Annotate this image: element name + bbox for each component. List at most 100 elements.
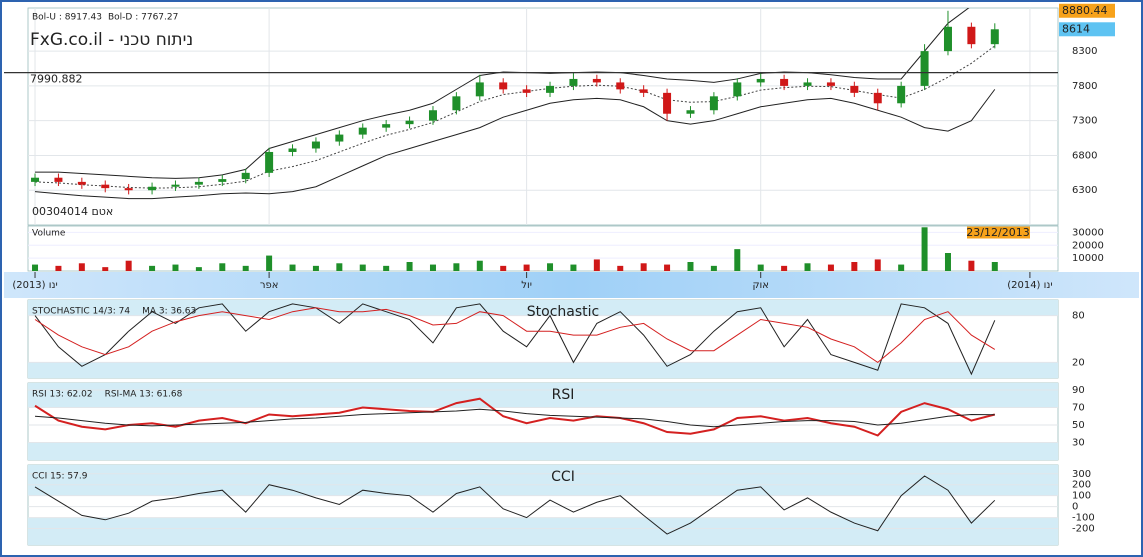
volume-bar — [991, 262, 998, 271]
candle-body — [452, 96, 461, 111]
price-badge — [1059, 22, 1115, 37]
price-badge-label: 8614 — [1062, 22, 1090, 35]
y-tick-label: 70 — [1072, 403, 1085, 414]
candle-body — [967, 26, 976, 45]
panel — [28, 300, 1058, 378]
y-tick-label: 6800 — [1072, 150, 1097, 161]
candle-body — [171, 184, 180, 187]
candle-body — [382, 124, 391, 128]
y-tick-label: 8300 — [1072, 46, 1097, 57]
y-tick-label: 10000 — [1072, 253, 1104, 264]
bol-d-label: Bol-D : 7767.27 — [108, 13, 178, 23]
candle-body — [709, 96, 718, 111]
volume-bar — [219, 263, 226, 271]
candle-body — [897, 85, 906, 104]
candle-body — [148, 186, 157, 191]
legend-label: RSI-MA 13: 61.68 — [105, 390, 183, 400]
y-tick-label: 200 — [1072, 480, 1091, 491]
volume-bar — [851, 262, 858, 271]
indicator-line — [34, 408, 995, 428]
symbol-label: 00304014 אטם — [32, 205, 113, 218]
volume-bar — [617, 265, 624, 271]
y-tick-label: 0 — [1072, 502, 1078, 513]
volume-bar — [781, 265, 788, 271]
panel-title: CCI — [551, 469, 575, 485]
volume-bar — [336, 263, 343, 271]
candle-body — [194, 181, 203, 185]
candle-body — [475, 82, 484, 97]
candle-body — [873, 92, 882, 104]
volume-bar — [125, 260, 132, 271]
candle-body — [31, 177, 40, 182]
date-badge — [967, 226, 1030, 239]
candle-body — [311, 141, 320, 149]
candle-body — [850, 85, 859, 93]
volume-bar — [734, 249, 741, 271]
candle-body — [405, 120, 414, 125]
y-tick-label: 7800 — [1072, 81, 1097, 92]
volume-bar — [664, 264, 671, 271]
candle-body — [265, 151, 274, 173]
x-tick-label: (2013) ינו — [12, 280, 57, 291]
candle-body — [54, 177, 63, 182]
volume-bar — [359, 264, 366, 271]
candle-body — [616, 82, 625, 90]
candle-body — [663, 92, 672, 114]
volume-bar — [804, 263, 811, 271]
x-tick-label: אפר — [260, 280, 279, 291]
x-tick-label: (2014) ינו — [1007, 280, 1052, 291]
candle-body — [288, 148, 297, 152]
panel — [28, 383, 1058, 460]
candle-body — [241, 172, 250, 180]
candle-body — [803, 82, 812, 86]
candle-body — [358, 127, 367, 135]
bollinger-line — [35, 45, 996, 189]
panel-bg — [27, 7, 1059, 226]
candle-body — [733, 82, 742, 97]
y-tick-label: 6300 — [1072, 185, 1097, 196]
indicator-line — [34, 303, 996, 376]
h-line-label: 7990.882 — [30, 73, 83, 86]
volume-bar — [710, 265, 717, 271]
zone — [28, 362, 1058, 378]
panel-label: Volume — [32, 229, 66, 239]
legend-label: MA 3: 36.63 — [142, 307, 196, 317]
candle-body — [780, 78, 789, 86]
y-tick-label: 300 — [1072, 469, 1091, 480]
candle-body — [569, 78, 578, 86]
volume-bar — [500, 265, 507, 271]
panel — [28, 227, 1058, 271]
y-tick-label: 30 — [1072, 438, 1085, 449]
y-tick-label: 7300 — [1072, 116, 1097, 127]
candle-body — [124, 188, 133, 191]
y-tick-label: 20 — [1072, 357, 1085, 368]
y-tick-label: -200 — [1072, 524, 1095, 535]
candle-body — [522, 89, 531, 93]
candle-body — [101, 184, 110, 189]
zone — [28, 300, 1058, 316]
volume-bar — [172, 264, 179, 271]
volume-bar — [874, 259, 881, 271]
panel-bg — [27, 225, 1059, 272]
candle-body — [756, 78, 765, 83]
candle-body — [335, 134, 344, 142]
volume-bar — [406, 262, 413, 271]
volume-bar — [593, 259, 600, 271]
volume-bar — [78, 263, 85, 271]
x-tick-label: אוק — [752, 280, 769, 291]
y-tick-label: 50 — [1072, 420, 1085, 431]
candle-body — [546, 85, 555, 93]
indicator-line — [34, 307, 996, 364]
candle-body — [990, 29, 999, 45]
volume-bar — [266, 255, 273, 271]
candle-body — [499, 82, 508, 90]
y-tick-label: 90 — [1072, 385, 1085, 396]
zone — [28, 517, 1058, 545]
volume-bar — [640, 263, 647, 271]
volume-bar — [312, 265, 319, 271]
x-axis-strip — [4, 272, 1139, 298]
x-tick-label: יול — [521, 280, 532, 291]
bol-u-label: Bol-U : 8917.43 — [32, 13, 102, 23]
